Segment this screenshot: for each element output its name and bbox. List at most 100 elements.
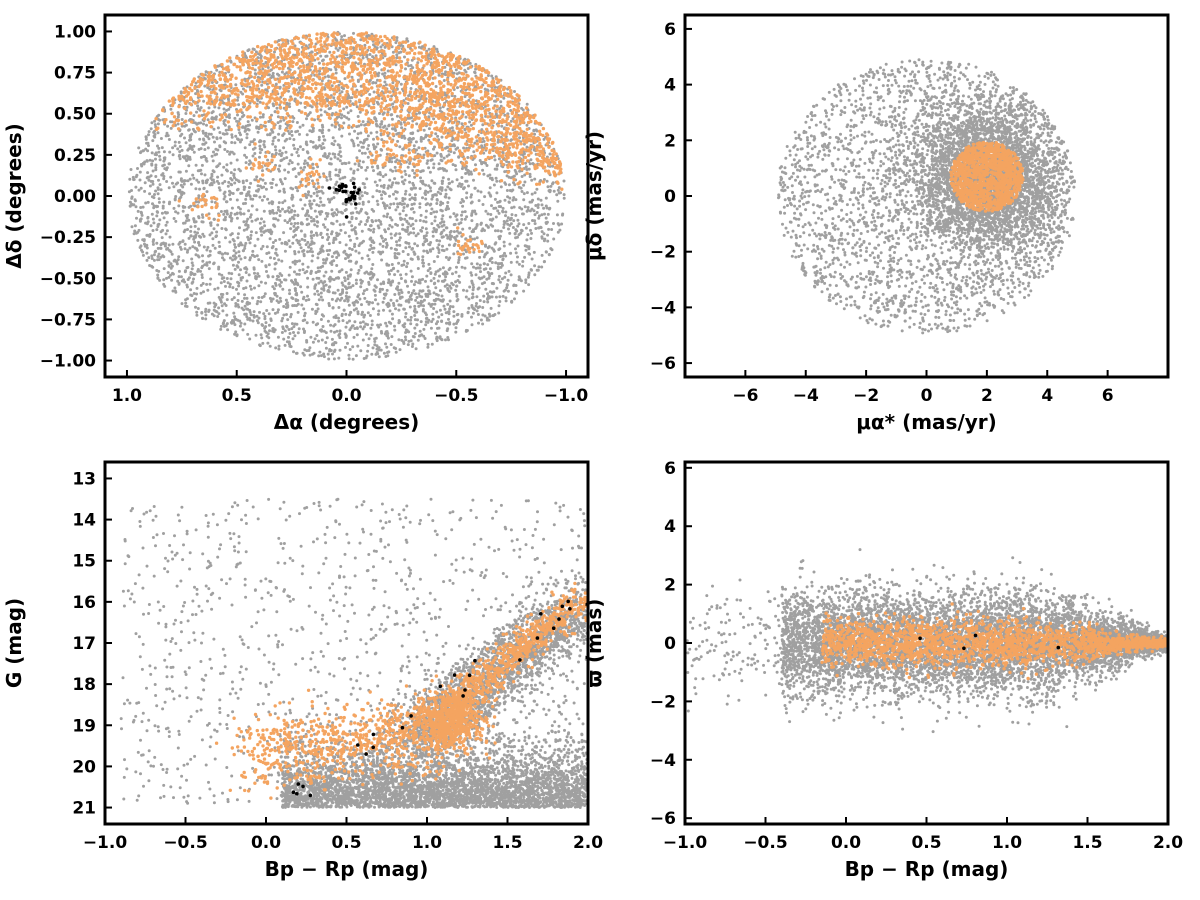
field-point	[210, 231, 214, 235]
field-point	[552, 222, 555, 225]
field-point	[340, 268, 344, 272]
field-point	[359, 131, 363, 135]
field-point	[327, 242, 331, 246]
field-point	[258, 184, 262, 188]
field-point	[315, 224, 319, 228]
field-point	[159, 137, 163, 140]
field-point	[347, 259, 351, 263]
field-point	[289, 186, 293, 190]
field-point	[246, 49, 250, 53]
field-point	[278, 164, 282, 168]
field-point	[367, 257, 371, 261]
field-point	[313, 209, 317, 213]
field-point	[282, 337, 286, 341]
field-point	[203, 173, 207, 177]
field-point	[468, 235, 472, 239]
field-point	[474, 304, 478, 308]
field-point	[216, 223, 220, 227]
field-point	[188, 177, 192, 181]
field-point	[426, 345, 430, 349]
field-point	[137, 146, 141, 150]
field-point	[445, 226, 449, 230]
field-point	[324, 346, 328, 350]
field-point	[549, 184, 553, 188]
field-point	[335, 264, 339, 267]
field-point	[305, 321, 309, 325]
field-point	[293, 222, 297, 225]
field-point	[404, 312, 408, 315]
field-point	[278, 283, 282, 287]
field-point	[345, 105, 349, 109]
field-point	[163, 167, 167, 171]
field-point	[199, 121, 203, 125]
field-point	[199, 155, 203, 159]
field-point	[242, 212, 246, 216]
field-point	[410, 275, 414, 279]
field-point	[528, 172, 532, 176]
field-point	[393, 273, 397, 277]
field-point	[363, 296, 367, 300]
field-point	[272, 223, 276, 227]
field-point	[468, 285, 472, 289]
field-point	[494, 229, 497, 233]
field-point	[505, 189, 509, 192]
field-point	[303, 238, 307, 242]
field-point	[430, 197, 434, 201]
field-point	[328, 162, 332, 166]
field-point	[215, 230, 219, 234]
field-point	[217, 267, 221, 271]
field-point	[318, 350, 322, 354]
field-point	[298, 145, 302, 149]
field-point	[185, 283, 189, 287]
field-point	[209, 277, 213, 281]
field-point	[408, 305, 412, 309]
field-point	[422, 334, 426, 338]
field-point	[500, 261, 504, 265]
field-point	[296, 189, 300, 193]
field-point	[258, 343, 262, 347]
field-point	[192, 298, 196, 302]
field-point	[172, 259, 176, 263]
field-point	[178, 245, 182, 249]
field-point	[548, 152, 552, 156]
field-point	[403, 217, 407, 221]
field-point	[480, 250, 484, 253]
field-point	[356, 271, 360, 275]
field-point	[397, 238, 401, 242]
field-point	[382, 351, 386, 355]
field-point	[480, 161, 483, 165]
field-point	[452, 143, 456, 147]
field-point	[470, 230, 474, 234]
field-point	[301, 123, 305, 127]
field-point	[414, 347, 418, 351]
field-point	[498, 199, 502, 203]
field-point	[253, 72, 257, 76]
field-point	[380, 122, 383, 126]
field-point	[422, 236, 426, 240]
field-point	[525, 191, 529, 195]
field-point	[292, 224, 296, 228]
field-point	[191, 264, 195, 267]
field-point	[395, 190, 399, 194]
field-point	[373, 180, 377, 184]
field-point	[445, 145, 449, 149]
field-point	[378, 178, 382, 182]
field-point	[465, 215, 469, 219]
field-point	[376, 101, 380, 105]
field-point	[352, 142, 356, 146]
field-point	[272, 287, 276, 291]
field-point	[453, 94, 457, 98]
field-point	[486, 174, 490, 178]
field-point	[204, 131, 208, 135]
field-point	[402, 342, 406, 345]
field-point	[290, 130, 294, 133]
field-point	[322, 154, 325, 158]
field-point	[492, 154, 496, 158]
field-point	[276, 205, 280, 209]
field-point	[150, 254, 154, 258]
field-point	[516, 218, 520, 222]
field-point	[181, 259, 185, 263]
field-point	[360, 229, 364, 233]
field-point	[369, 326, 373, 330]
field-point	[478, 299, 482, 302]
